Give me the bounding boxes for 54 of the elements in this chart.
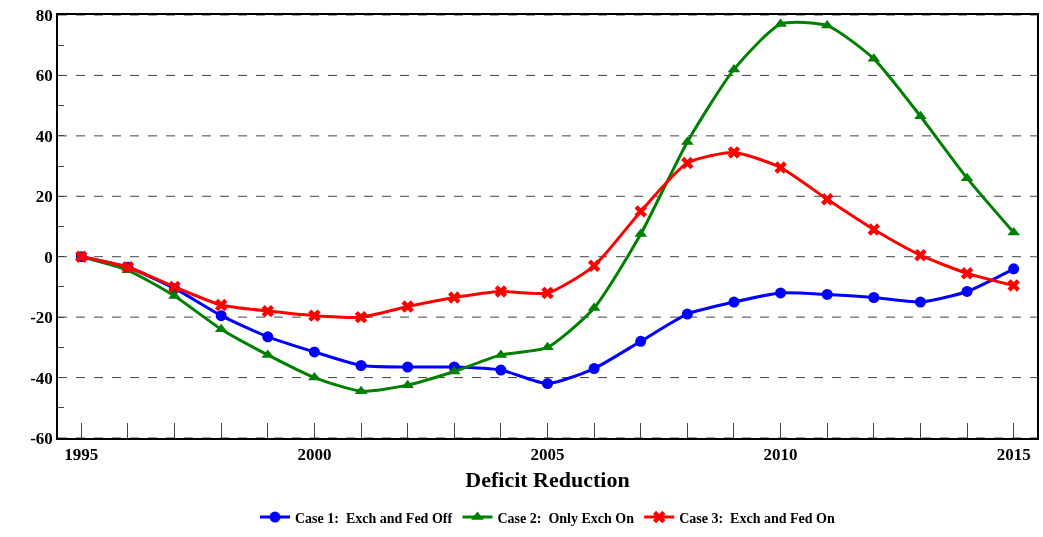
point [727,146,741,159]
point [541,341,554,351]
point [215,310,227,322]
point [354,310,368,324]
point [542,378,553,390]
y-tick-label: 80 [35,5,53,25]
point [821,288,833,300]
y-tick-label: 20 [35,187,53,207]
point [262,331,274,343]
x-tick-label: 1995 [64,445,99,465]
y-tick-label: -20 [30,308,53,328]
point [495,364,507,376]
point [868,292,880,303]
y-tick-label: -40 [30,368,53,388]
y-tick-label: 0 [44,247,53,267]
point [261,304,275,318]
x-tick-label: 2015 [996,445,1031,465]
point [1008,263,1020,275]
point [308,346,320,358]
point [1007,279,1020,292]
point [308,309,321,322]
point [914,248,927,262]
point [402,361,414,373]
y-tick-label: 40 [35,126,53,146]
point [448,291,461,304]
point [587,259,601,272]
y-tick-label: -60 [30,428,53,448]
point [867,223,881,236]
point [634,205,647,218]
point [214,298,228,312]
point [775,287,787,299]
point [820,193,834,206]
x-axis-title: Deficit Reduction [465,466,630,492]
x-tick-label: 2010 [763,445,798,465]
x-tick-label: 2000 [297,445,332,465]
point [494,285,508,298]
point [635,335,647,347]
point [914,296,926,308]
legend-label: Case 1: Exch and Fed Off [295,510,453,526]
point [774,161,787,174]
legend-label: Case 3: Exch and Fed On [679,510,835,526]
legend-label: Case 2: Only Exch On [497,510,635,526]
point [727,63,741,73]
point [681,308,693,320]
point [961,285,973,297]
point [960,267,974,280]
point [355,359,367,371]
x-tick-label: 2005 [530,445,565,465]
point [728,296,740,308]
y-tick-label: 60 [35,66,53,86]
point [541,286,554,300]
point [681,156,694,170]
point [588,363,600,375]
point [401,300,414,313]
